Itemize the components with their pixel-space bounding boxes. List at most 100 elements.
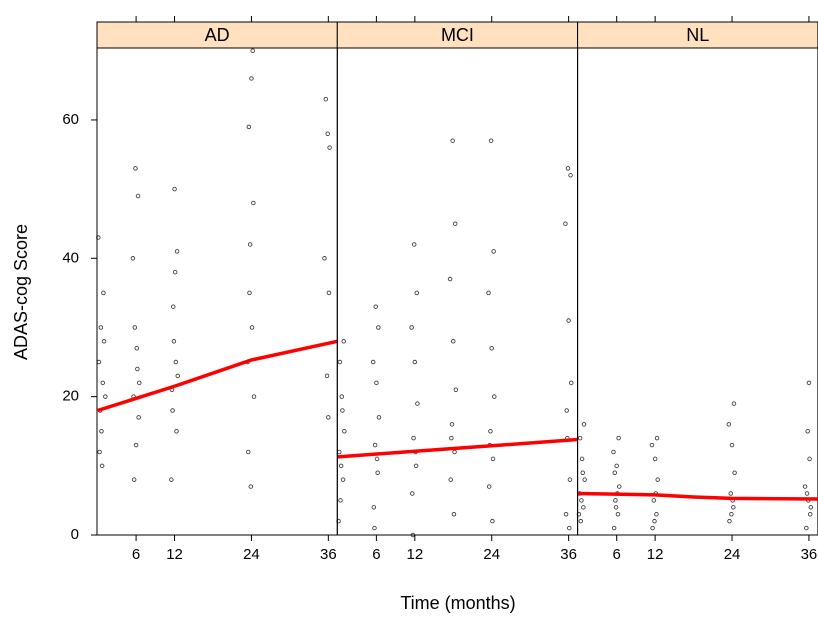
- point: [729, 442, 735, 448]
- point: [341, 339, 346, 344]
- trend-line: [97, 339, 338, 413]
- panel-frame: [577, 47, 818, 536]
- point: [491, 249, 496, 254]
- point: [247, 290, 252, 296]
- x-axis-label: Time (months): [400, 593, 515, 613]
- point: [802, 484, 808, 489]
- point: [447, 276, 453, 282]
- point: [580, 470, 585, 475]
- point: [414, 290, 420, 296]
- point: [327, 145, 332, 150]
- point: [449, 435, 454, 441]
- panel-frame: [336, 47, 579, 536]
- point: [732, 470, 737, 475]
- point: [412, 359, 418, 365]
- x-tick-label: 36: [801, 546, 818, 563]
- point: [731, 505, 736, 510]
- panel-title: AD: [205, 25, 230, 45]
- point: [371, 505, 377, 510]
- point: [611, 525, 617, 531]
- point: [492, 394, 497, 399]
- point: [376, 325, 381, 330]
- point: [340, 477, 346, 482]
- y-axis-label: ADAS-cog Score: [11, 224, 31, 360]
- point: [326, 290, 332, 296]
- point: [251, 394, 257, 399]
- point: [650, 525, 655, 531]
- point: [808, 505, 814, 510]
- point: [411, 242, 417, 247]
- point: [450, 138, 455, 143]
- point: [326, 415, 331, 420]
- point: [449, 422, 455, 427]
- point: [807, 511, 813, 517]
- point: [338, 463, 344, 469]
- point: [806, 380, 812, 386]
- point: [97, 449, 102, 455]
- x-tick-label: 36: [320, 546, 337, 563]
- x-tick-label: 12: [166, 546, 183, 563]
- point: [248, 484, 254, 489]
- point: [488, 428, 493, 434]
- point: [172, 186, 177, 192]
- point: [452, 449, 457, 455]
- point: [563, 511, 569, 517]
- point: [170, 408, 175, 413]
- point: [169, 477, 174, 482]
- point: [486, 290, 491, 296]
- point: [171, 304, 176, 309]
- point: [410, 491, 415, 496]
- point: [250, 48, 255, 54]
- point: [581, 505, 586, 510]
- point: [103, 394, 108, 399]
- point: [616, 435, 621, 441]
- point: [172, 269, 178, 275]
- point: [247, 242, 253, 247]
- point: [410, 532, 416, 538]
- point: [174, 249, 180, 254]
- point: [577, 435, 583, 441]
- panel-frame: [96, 47, 338, 536]
- point: [101, 339, 107, 344]
- point: [731, 401, 737, 406]
- x-tick-label: 6: [372, 546, 380, 563]
- point: [613, 505, 619, 510]
- point: [567, 525, 572, 531]
- point: [576, 511, 582, 517]
- point: [322, 256, 327, 261]
- point: [728, 491, 734, 496]
- trend-line: [337, 437, 578, 459]
- point: [323, 96, 329, 102]
- point: [649, 442, 655, 448]
- point: [372, 442, 378, 448]
- y-tick-label: 60: [62, 111, 79, 128]
- point: [617, 484, 622, 489]
- point: [337, 359, 343, 365]
- point: [336, 449, 342, 455]
- point: [613, 498, 618, 503]
- point: [655, 477, 660, 482]
- point: [652, 456, 658, 462]
- point: [376, 415, 382, 420]
- point: [136, 415, 141, 420]
- point: [612, 470, 618, 475]
- point: [137, 380, 142, 386]
- strip: [577, 21, 818, 49]
- point: [245, 449, 251, 455]
- point: [340, 408, 345, 413]
- point: [411, 435, 416, 441]
- point: [488, 138, 494, 143]
- point: [651, 498, 657, 503]
- point: [130, 256, 136, 261]
- point: [581, 422, 587, 427]
- point: [563, 221, 568, 226]
- point: [131, 477, 137, 482]
- point: [133, 166, 138, 171]
- x-tick-label: 24: [243, 546, 260, 563]
- point: [729, 511, 734, 517]
- point: [726, 422, 732, 427]
- point: [579, 498, 584, 503]
- point: [370, 359, 376, 365]
- panel-title: NL: [686, 25, 709, 45]
